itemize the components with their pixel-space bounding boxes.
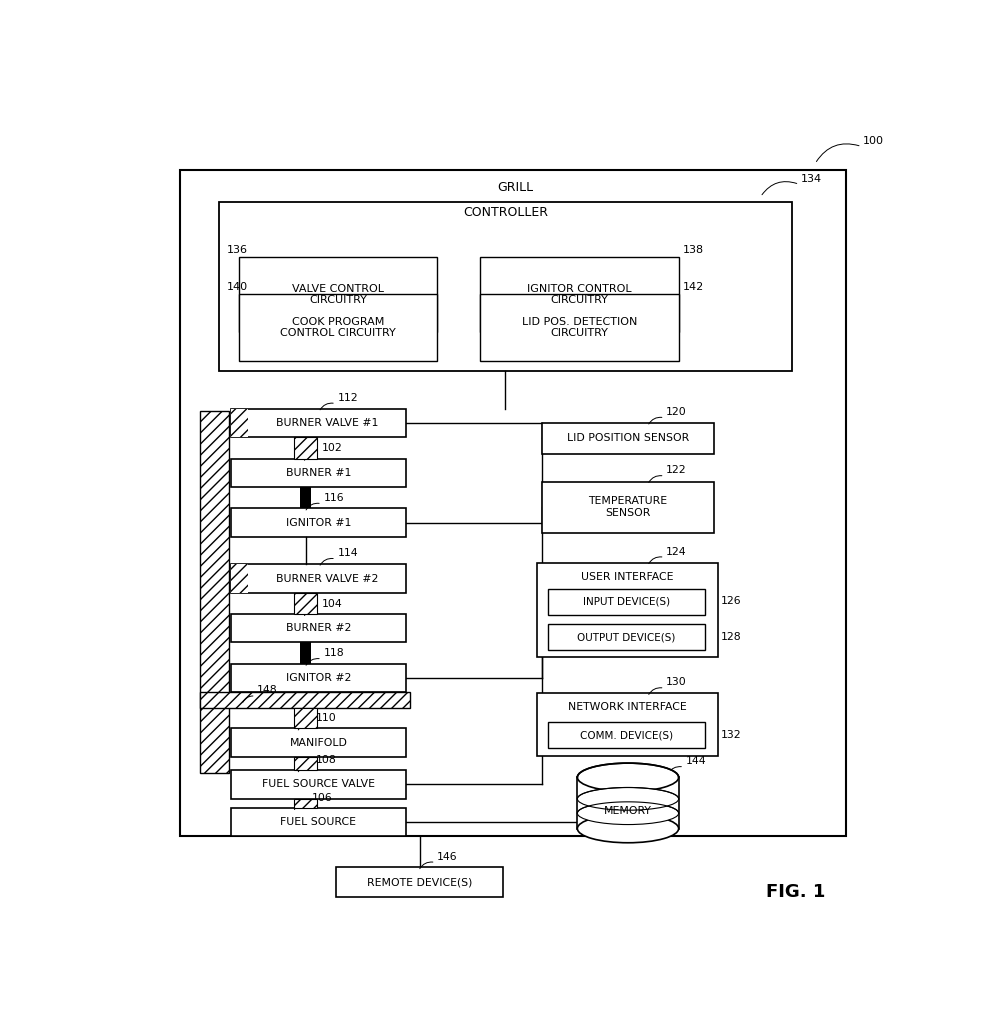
Bar [537, 563, 719, 657]
Text: 146: 146 [437, 852, 458, 861]
Text: 112: 112 [338, 393, 358, 402]
Bar [578, 777, 678, 828]
Text: 148: 148 [257, 685, 277, 695]
Text: NETWORK INTERFACE: NETWORK INTERFACE [568, 702, 687, 712]
Text: BURNER VALVE #1: BURNER VALVE #1 [275, 418, 378, 428]
Bar [480, 294, 678, 361]
Text: USER INTERFACE: USER INTERFACE [581, 572, 674, 582]
Bar [293, 437, 318, 459]
Text: 106: 106 [312, 793, 333, 803]
Bar [300, 487, 311, 509]
Text: 136: 136 [227, 245, 248, 255]
Text: 104: 104 [322, 599, 343, 608]
Bar [293, 757, 318, 770]
Text: 126: 126 [721, 597, 742, 606]
Text: REMOTE DEVICE(S): REMOTE DEVICE(S) [367, 878, 472, 887]
Text: IGNITOR #1: IGNITOR #1 [285, 518, 351, 527]
Bar [293, 708, 318, 728]
Bar [200, 411, 229, 773]
Text: 132: 132 [721, 730, 742, 739]
Bar [293, 799, 318, 808]
Bar [543, 423, 714, 454]
Text: MEMORY: MEMORY [604, 806, 652, 816]
Text: 100: 100 [863, 136, 884, 145]
Bar [336, 867, 504, 897]
Text: 108: 108 [316, 755, 337, 765]
Text: 130: 130 [666, 678, 686, 687]
Text: IGNITOR CONTROL
CIRCUITRY: IGNITOR CONTROL CIRCUITRY [527, 284, 631, 305]
Bar [231, 614, 406, 642]
Text: FUEL SOURCE VALVE: FUEL SOURCE VALVE [262, 779, 375, 790]
Text: 116: 116 [324, 493, 344, 503]
Bar [300, 487, 311, 509]
Text: TEMPERATURE
SENSOR: TEMPERATURE SENSOR [589, 497, 667, 518]
Ellipse shape [577, 763, 678, 792]
Bar [231, 808, 406, 837]
Text: FIG. 1: FIG. 1 [766, 883, 825, 901]
Text: COMM. DEVICE(S): COMM. DEVICE(S) [580, 730, 673, 740]
Text: LID POS. DETECTION
CIRCUITRY: LID POS. DETECTION CIRCUITRY [522, 316, 637, 338]
Bar [238, 257, 437, 332]
Text: 114: 114 [338, 548, 358, 558]
Text: IGNITOR #2: IGNITOR #2 [285, 673, 351, 683]
Bar [231, 564, 406, 593]
Bar [548, 625, 706, 650]
Text: BURNER VALVE #2: BURNER VALVE #2 [275, 573, 378, 584]
Bar [180, 170, 846, 837]
Bar [219, 202, 792, 372]
Text: 122: 122 [666, 465, 686, 475]
Text: 144: 144 [685, 757, 707, 766]
Text: BURNER #2: BURNER #2 [285, 624, 351, 633]
Text: VALVE CONTROL
CIRCUITRY: VALVE CONTROL CIRCUITRY [291, 284, 384, 305]
Bar [231, 410, 248, 437]
Bar [231, 509, 406, 537]
Bar [231, 770, 406, 799]
Text: CONTROLLER: CONTROLLER [463, 206, 548, 219]
Bar [537, 693, 719, 756]
Text: OUTPUT DEVICE(S): OUTPUT DEVICE(S) [577, 633, 675, 642]
Bar [548, 589, 706, 614]
Bar [231, 410, 406, 437]
Text: 120: 120 [666, 407, 686, 417]
Ellipse shape [577, 802, 678, 824]
Bar [231, 664, 406, 692]
Text: 102: 102 [322, 443, 343, 454]
Bar [293, 593, 318, 614]
Text: FUEL SOURCE: FUEL SOURCE [280, 817, 357, 827]
Text: GRILL: GRILL [497, 181, 533, 194]
Text: 124: 124 [666, 547, 686, 557]
Text: 134: 134 [801, 174, 822, 183]
Bar [480, 257, 678, 332]
Text: BURNER #1: BURNER #1 [285, 468, 351, 478]
Bar [238, 294, 437, 361]
Bar [231, 459, 406, 487]
Text: 142: 142 [682, 282, 704, 292]
Text: COOK PROGRAM
CONTROL CIRCUITRY: COOK PROGRAM CONTROL CIRCUITRY [280, 316, 396, 338]
Ellipse shape [577, 787, 678, 810]
Text: 140: 140 [227, 282, 248, 292]
Bar [231, 564, 248, 593]
Ellipse shape [577, 814, 678, 843]
Bar [300, 642, 311, 664]
Bar [300, 642, 311, 664]
Text: 118: 118 [324, 648, 344, 658]
Bar [231, 728, 406, 757]
Text: INPUT DEVICE(S): INPUT DEVICE(S) [583, 597, 670, 607]
Bar [548, 722, 706, 749]
Text: 110: 110 [316, 713, 337, 723]
Bar [543, 481, 714, 532]
Bar [200, 692, 410, 708]
Text: LID POSITION SENSOR: LID POSITION SENSOR [567, 433, 689, 443]
Text: MANIFOLD: MANIFOLD [289, 737, 348, 748]
Text: 128: 128 [721, 632, 742, 642]
Text: 138: 138 [682, 245, 704, 255]
